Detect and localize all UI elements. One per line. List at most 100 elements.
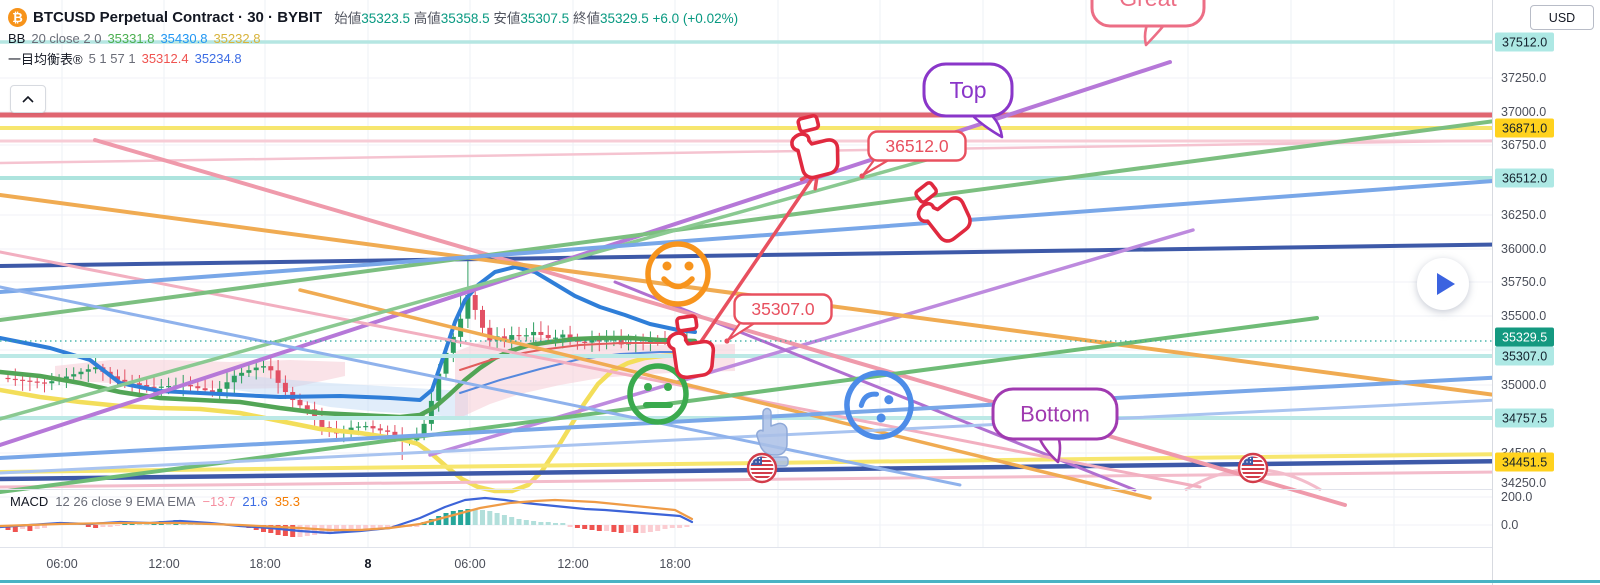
bottom-accent-bar [0, 580, 1600, 583]
ichimoku-value-2: 35234.8 [194, 50, 242, 66]
price-axis-tick: 36000.0 [1501, 242, 1547, 256]
svg-text:Great: Great [1119, 0, 1177, 11]
bb-lower-value: 35232.8 [213, 30, 261, 46]
speech-bubble-top[interactable]: Top [922, 62, 1014, 139]
high-label: 高値 [413, 11, 441, 26]
speech-bubble-bottom[interactable]: Bottom [991, 387, 1119, 464]
price-axis-tick: 34250.0 [1501, 476, 1547, 490]
time-axis[interactable]: 06:00 12:00 18:00 8 06:00 12:00 18:00 [0, 548, 1493, 580]
trend-line[interactable] [0, 370, 1600, 460]
thumb-red-sticker[interactable] [906, 173, 977, 247]
play-icon [1436, 273, 1455, 295]
face-neutral-sticker[interactable] [627, 363, 689, 425]
open-label: 始値 [334, 11, 362, 26]
speech-bubble-great[interactable]: Great [1090, 0, 1206, 47]
svg-text:36512.0: 36512.0 [885, 136, 949, 156]
price-level-label[interactable]: 36512.0 [1495, 168, 1555, 188]
price-level-label[interactable]: 34757.5 [1495, 408, 1555, 428]
bb-params: 20 close 2 0 [31, 30, 102, 46]
time-axis-tick: 06:00 [46, 557, 78, 571]
close-value: 35329.5 [599, 11, 649, 26]
svg-text:35307.0: 35307.0 [751, 299, 815, 319]
time-axis-tick: 06:00 [454, 557, 486, 571]
svg-text:Bottom: Bottom [1020, 402, 1090, 427]
price-level-label[interactable]: 36871.0 [1495, 118, 1555, 138]
flag-us-sticker[interactable] [1237, 452, 1269, 484]
price-axis-tick: 0.0 [1501, 518, 1519, 532]
trend-line[interactable] [0, 393, 1600, 475]
symbol-legend-row[interactable]: ₿ BTCUSD Perpetual Contract · 30 · BYBIT… [8, 6, 738, 28]
price-level-label[interactable]: 35329.5 [1495, 327, 1555, 347]
thumb-red-sticker[interactable] [786, 112, 843, 181]
time-axis-tick: 8 [364, 557, 372, 571]
trend-line[interactable] [0, 250, 1202, 489]
chevron-up-icon [22, 90, 34, 108]
price-axis-tick: 35750.0 [1501, 275, 1547, 289]
price-axis-tick: 37000.0 [1501, 105, 1547, 119]
horizontal-level-line[interactable] [0, 457, 1600, 482]
svg-text:Top: Top [949, 77, 986, 103]
bb-indicator-row[interactable]: BB 20 close 2 0 35331.8 35430.8 35232.8 [8, 28, 738, 48]
macd-name[interactable]: MACD [10, 494, 49, 509]
horizontal-level-line[interactable] [0, 241, 1600, 268]
price-axis-tick: 37250.0 [1501, 71, 1547, 85]
low-label: 安値 [493, 11, 521, 26]
currency-button[interactable]: USD [1530, 5, 1594, 30]
price-level-label[interactable]: 37512.0 [1495, 32, 1555, 52]
legend: ₿ BTCUSD Perpetual Contract · 30 · BYBIT… [8, 6, 738, 68]
price-axis-tick: 36750.0 [1501, 138, 1547, 152]
ichimoku-params: 5 1 57 1 [88, 50, 136, 66]
go-to-realtime-button[interactable] [1417, 258, 1469, 310]
trend-line[interactable] [0, 105, 1600, 322]
flag-us-sticker[interactable] [746, 452, 778, 484]
ichimoku-indicator-row[interactable]: 一目均衡表® 5 1 57 1 35312.4 35234.8 [8, 48, 738, 68]
thumb-red-sticker[interactable] [665, 314, 716, 380]
trend-line[interactable] [0, 285, 962, 487]
ichimoku-name[interactable]: 一目均衡表® [8, 51, 83, 67]
trend-line[interactable] [0, 150, 957, 421]
trend-line[interactable] [0, 177, 1522, 294]
axis-separator [0, 547, 1600, 548]
horizontal-level-line[interactable] [0, 469, 1600, 489]
change-value: +6.0 (+0.02%) [652, 11, 739, 26]
macd-panel [0, 496, 694, 537]
trend-line[interactable] [0, 60, 1172, 447]
bb-upper-value: 35430.8 [160, 30, 208, 46]
time-axis-tick: 18:00 [659, 557, 691, 571]
low-value: 35307.5 [520, 11, 570, 26]
time-axis-tick: 12:00 [557, 557, 589, 571]
symbol-title[interactable]: BTCUSD Perpetual Contract · 30 · BYBIT [33, 8, 323, 26]
macd-indicator-row[interactable]: MACD 12 26 close 9 EMA EMA −13.7 21.6 35… [10, 494, 300, 509]
trend-line[interactable] [298, 288, 1152, 500]
high-value: 35358.5 [440, 11, 490, 26]
macd-line-value: 21.6 [242, 494, 268, 509]
face-dizzy-sticker[interactable] [839, 365, 920, 446]
price-axis-tick: 35000.0 [1501, 378, 1547, 392]
bb_basis-line [0, 335, 698, 420]
open-value: 35323.5 [361, 11, 411, 26]
price-axis-tick: 200.0 [1501, 490, 1533, 504]
price-axis-separator [1492, 0, 1493, 585]
bb-basis-value: 35331.8 [107, 30, 155, 46]
macd-hist-value: −13.7 [202, 494, 236, 509]
macd-signal-value: 35.3 [274, 494, 300, 509]
bb-name[interactable]: BB [8, 30, 26, 46]
pane-separator[interactable] [0, 489, 1600, 490]
price-level-label[interactable]: 34451.5 [1495, 452, 1555, 472]
trend-line[interactable] [93, 138, 1347, 507]
price-axis-tick: 36250.0 [1501, 208, 1547, 222]
horizontal-level-line[interactable] [0, 451, 1600, 474]
price-level-label[interactable]: 35307.0 [1495, 346, 1555, 366]
macd-params: 12 26 close 9 EMA EMA [55, 494, 196, 509]
time-axis-tick: 18:00 [249, 557, 281, 571]
close-label: 終値 [572, 11, 600, 26]
price-note-callout[interactable]: 35307.0 [724, 293, 833, 344]
price-note-callout[interactable]: 36512.0 [859, 130, 967, 179]
btc-icon: ₿ [8, 7, 27, 27]
ichimoku-value-1: 35312.4 [141, 50, 189, 66]
face-happy-sticker[interactable] [645, 241, 711, 307]
price-axis[interactable]: USD 37250.0 37000.0 36750.0 36250.0 36000.0 3… [1493, 0, 1600, 585]
collapse-legend-button[interactable] [10, 85, 46, 113]
